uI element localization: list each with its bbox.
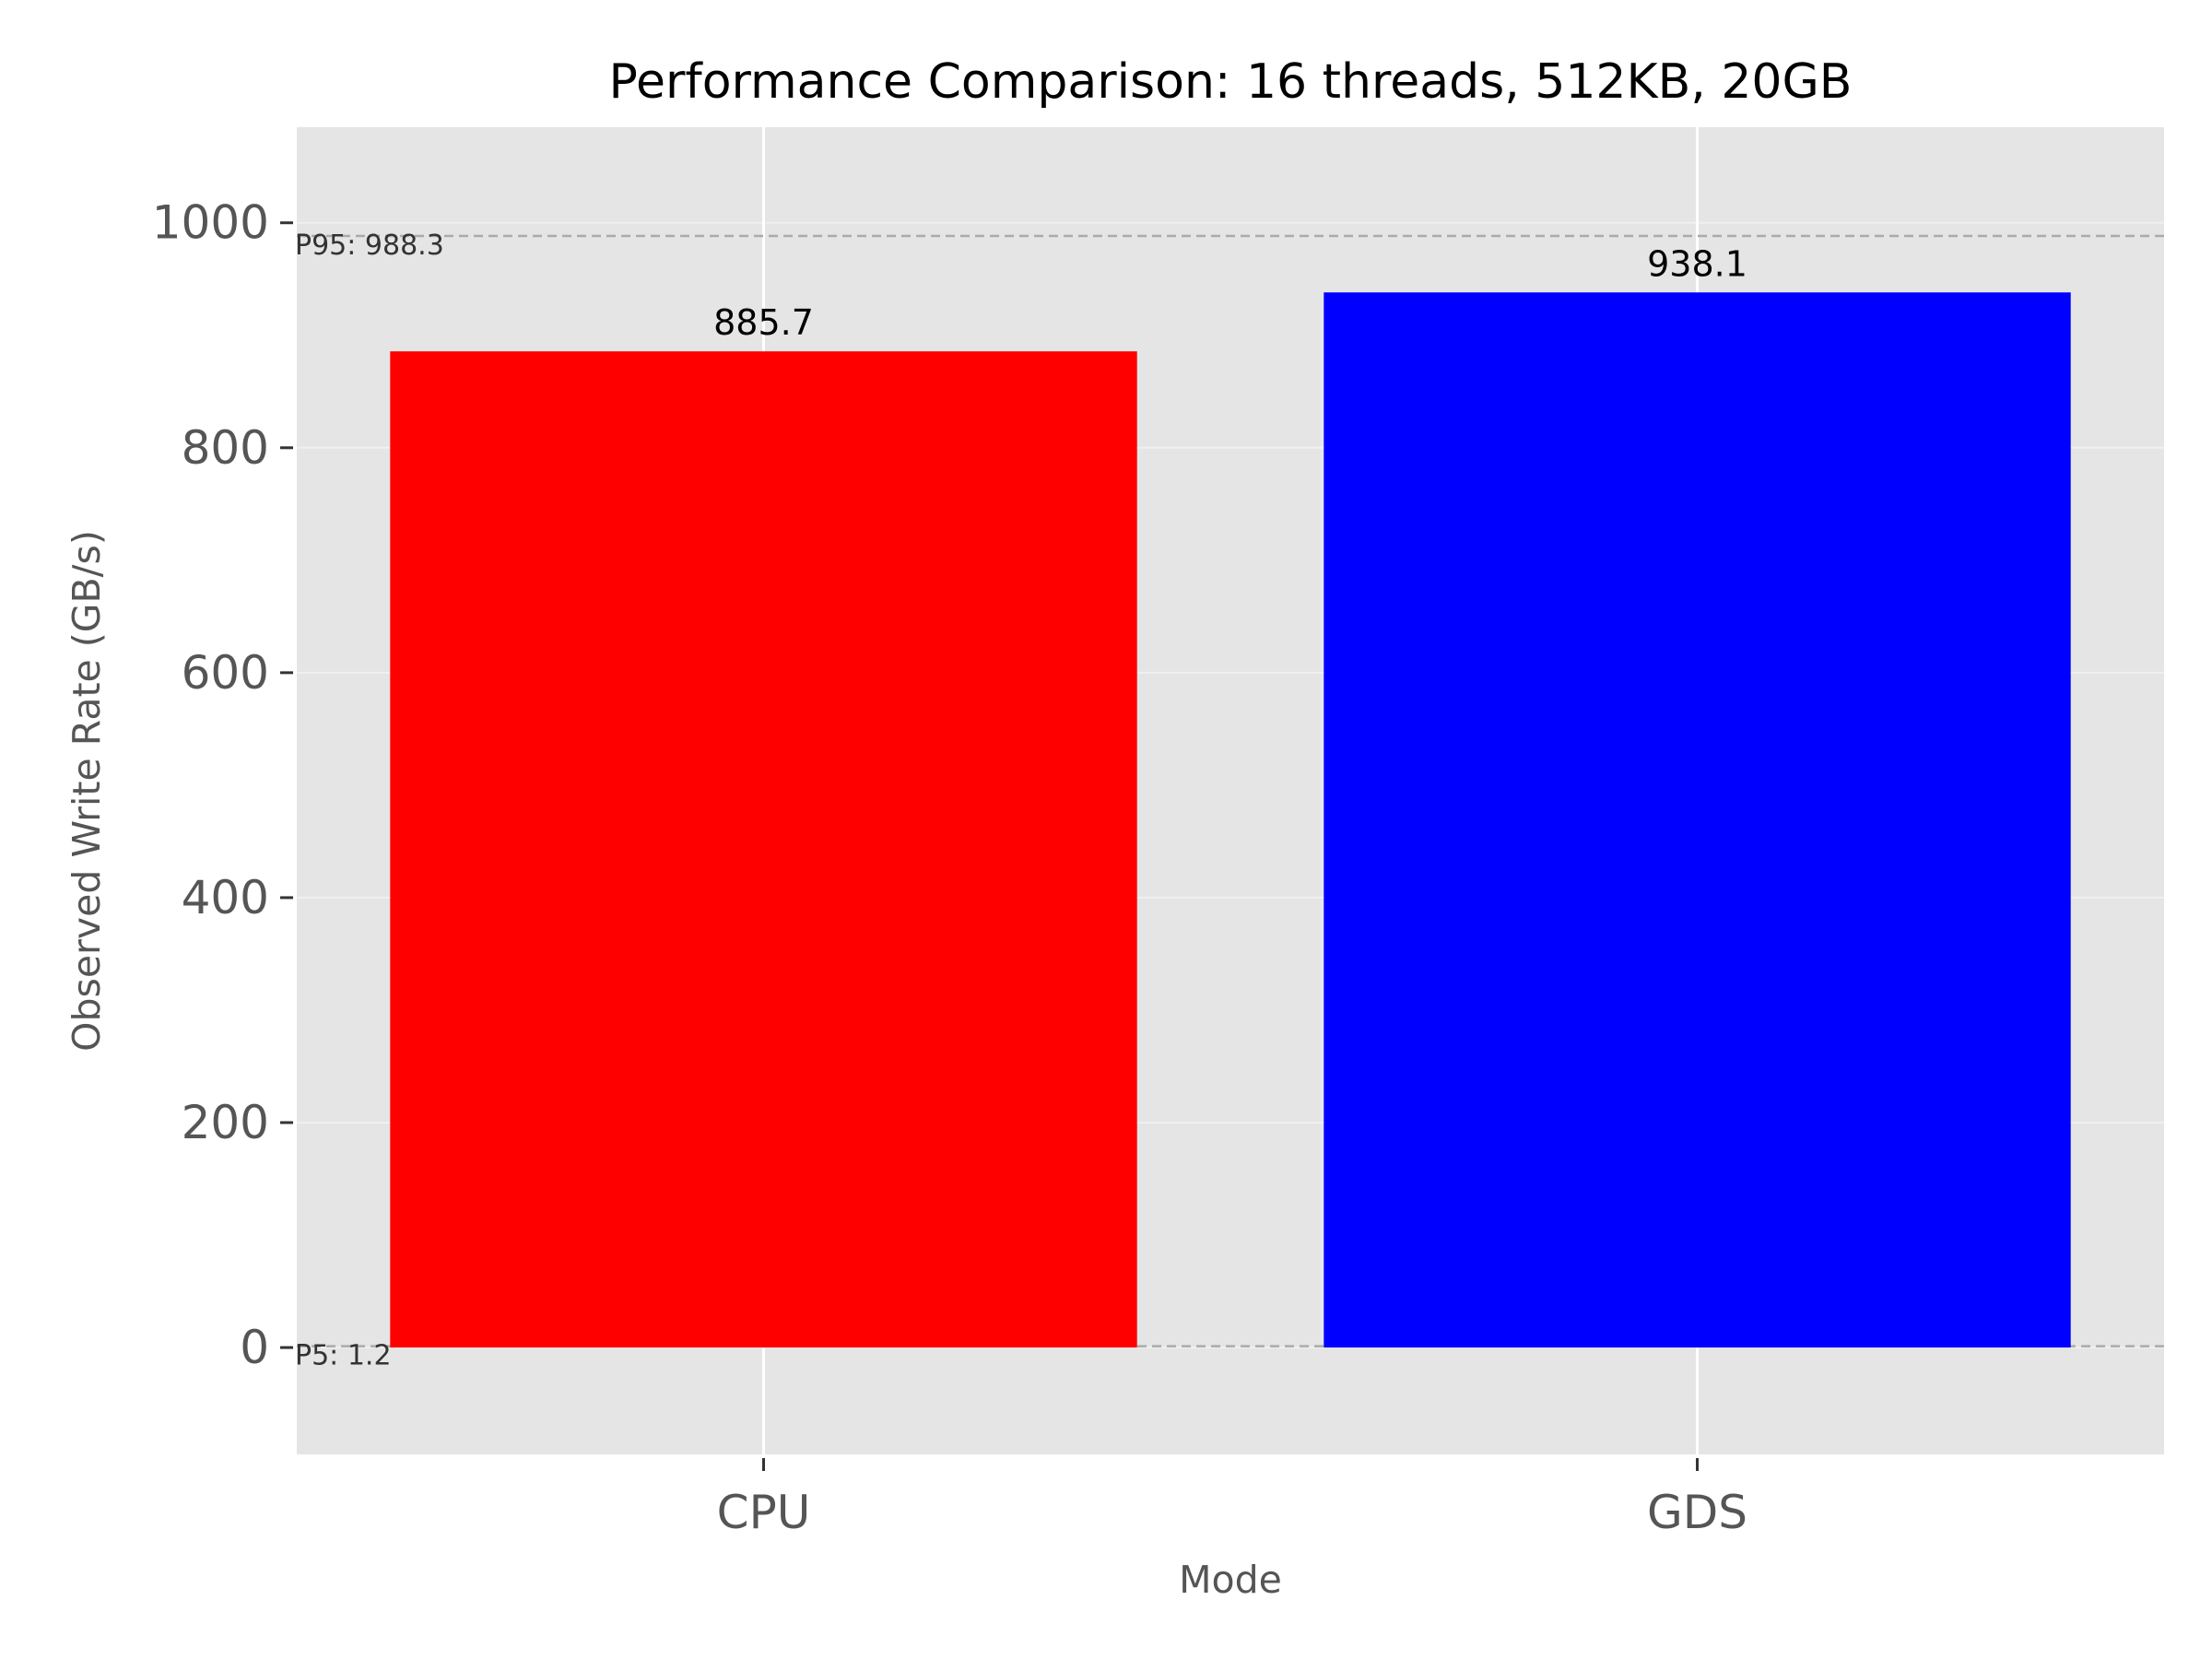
x-axis-ticks: CPU GDS [717,1458,1747,1539]
x-tick-label: GDS [1647,1486,1747,1539]
bar-value-label: 885.7 [713,302,814,343]
x-axis-label: Mode [1179,1558,1282,1602]
bar-value-label: 938.1 [1647,243,1747,284]
y-tick-label: 400 [182,871,269,924]
y-axis-ticks: 0 200 400 600 800 1000 [152,196,293,1374]
reference-line-label: P95: 988.3 [295,229,444,262]
y-tick-label: 1000 [152,196,269,250]
bars: 885.7 938.1 [390,243,2071,1348]
bar-cpu [390,351,1137,1348]
y-tick-label: 0 [240,1321,269,1374]
y-tick-label: 600 [182,646,269,700]
y-axis-label: Observed Write Rate (GB/s) [65,530,109,1052]
x-tick-label: CPU [717,1486,811,1539]
chart-title: Performance Comparison: 16 threads, 512K… [609,54,1853,110]
y-tick-label: 200 [182,1096,269,1149]
bar-gds [1324,292,2071,1348]
reference-line-label: P5: 1.2 [295,1340,392,1372]
y-tick-label: 800 [182,421,269,475]
reference-lines: P95: 988.3 P5: 1.2 [295,229,2164,1372]
